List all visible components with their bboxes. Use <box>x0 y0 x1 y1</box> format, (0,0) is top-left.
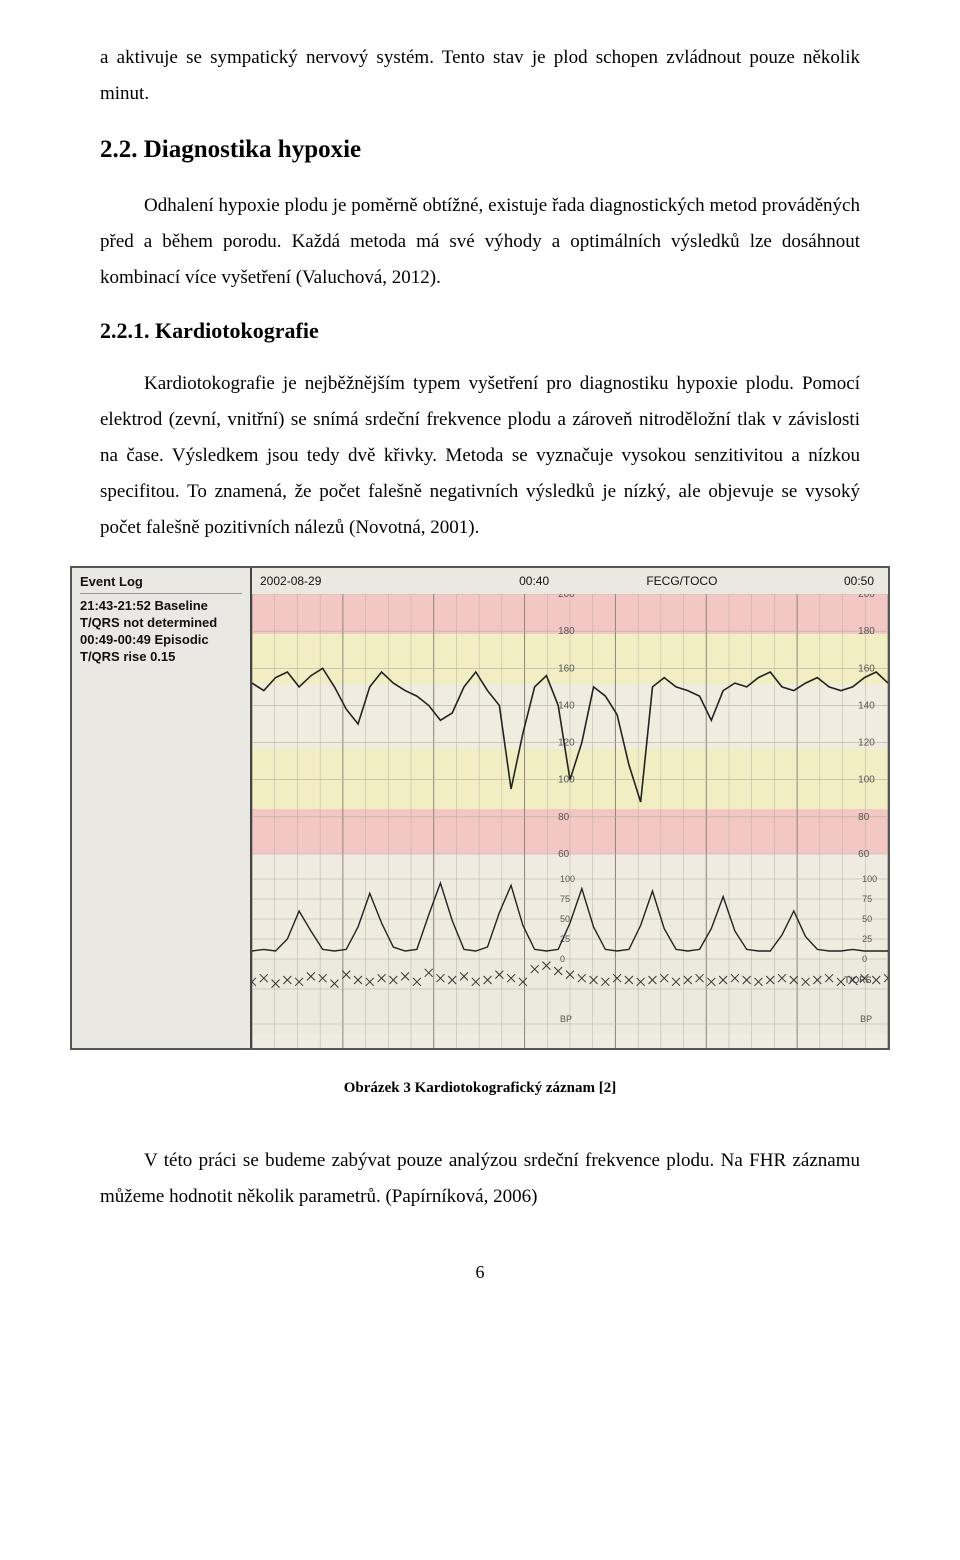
svg-text:120: 120 <box>558 738 575 749</box>
svg-text:T/QRS: T/QRS <box>844 975 871 985</box>
subsection-title: Kardiotokografie <box>155 318 319 343</box>
section-body: Odhalení hypoxie plodu je poměrně obtížn… <box>100 188 860 296</box>
ctg-header-time1: 00:40 <box>519 570 549 593</box>
svg-text:60: 60 <box>858 849 869 860</box>
section-title: Diagnostika hypoxie <box>144 136 361 163</box>
svg-text:50: 50 <box>862 914 872 924</box>
event-log-title: Event Log <box>80 574 242 594</box>
figure-caption: Obrázek 3 Kardiotokografický záznam [2] <box>70 1074 890 1103</box>
svg-text:100: 100 <box>858 775 875 786</box>
svg-text:100: 100 <box>560 874 575 884</box>
event-log-line2: 00:49-00:49 Episodic T/QRS rise 0.15 <box>80 632 242 666</box>
subsection-heading: 2.2.1. Kardiotokografie <box>100 310 860 352</box>
svg-text:100: 100 <box>558 775 575 786</box>
svg-text:140: 140 <box>858 701 875 712</box>
svg-text:0: 0 <box>560 954 565 964</box>
ctg-svg: 60 60 80 80 100 100 120 120 140 140 160 160 180 180 20… <box>252 594 888 1048</box>
svg-text:200: 200 <box>858 594 875 600</box>
svg-text:0: 0 <box>862 954 867 964</box>
svg-text:25: 25 <box>862 934 872 944</box>
section-number: 2.2. <box>100 136 138 163</box>
svg-text:100: 100 <box>862 874 877 884</box>
subsection-body: Kardiotokografie je nejběžnějším typem v… <box>100 366 860 546</box>
svg-text:80: 80 <box>558 812 569 823</box>
closing-paragraph: V této práci se budeme zabývat pouze ana… <box>100 1143 860 1215</box>
svg-text:75: 75 <box>862 894 872 904</box>
svg-text:75: 75 <box>560 894 570 904</box>
ctg-header-time2: 00:50 <box>844 570 874 593</box>
section-heading: 2.2. Diagnostika hypoxie <box>100 126 860 174</box>
svg-text:140: 140 <box>558 701 575 712</box>
svg-text:200: 200 <box>558 594 575 600</box>
svg-text:BP: BP <box>560 1014 572 1024</box>
svg-text:160: 160 <box>858 663 875 674</box>
svg-text:80: 80 <box>858 812 869 823</box>
svg-text:180: 180 <box>858 626 875 637</box>
ctg-event-log-panel: Event Log 21:43-21:52 Baseline T/QRS not… <box>72 568 252 1048</box>
svg-text:60: 60 <box>558 849 569 860</box>
svg-text:180: 180 <box>558 626 575 637</box>
ctg-header-mode: FECG/TOCO <box>646 570 717 593</box>
svg-text:50: 50 <box>560 914 570 924</box>
figure-ctg: Event Log 21:43-21:52 Baseline T/QRS not… <box>70 566 890 1103</box>
event-log-line1: 21:43-21:52 Baseline T/QRS not determine… <box>80 598 242 632</box>
ctg-header-date: 2002-08-29 <box>260 570 321 593</box>
intro-paragraph: a aktivuje se sympatický nervový systém.… <box>100 40 860 112</box>
subsection-number: 2.2.1. <box>100 318 150 343</box>
ctg-frame: Event Log 21:43-21:52 Baseline T/QRS not… <box>70 566 890 1050</box>
svg-text:BP: BP <box>860 1014 872 1024</box>
ctg-header: 2002-08-29 00:40 FECG/TOCO 00:50 <box>252 568 888 595</box>
page-number: 6 <box>100 1255 860 1289</box>
svg-text:160: 160 <box>558 663 575 674</box>
ctg-chart-panel: 2002-08-29 00:40 FECG/TOCO 00:50 ST Even… <box>252 568 888 1048</box>
svg-text:120: 120 <box>858 738 875 749</box>
